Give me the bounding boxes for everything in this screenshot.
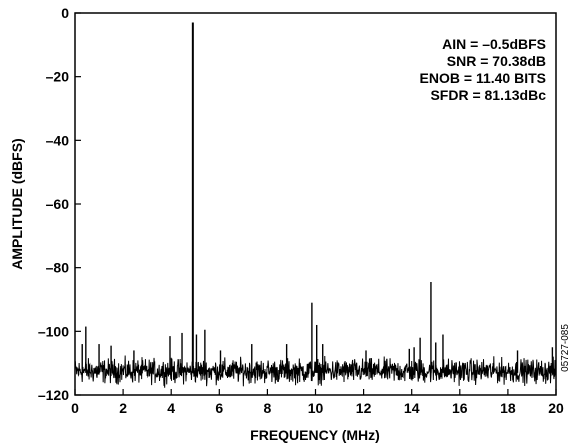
y-tick-label: –20 xyxy=(46,69,70,85)
x-tick-label: 0 xyxy=(71,400,79,416)
x-tick-label: 18 xyxy=(500,400,516,416)
y-tick-label: –60 xyxy=(46,196,70,212)
x-axis-title: FREQUENCY (MHz) xyxy=(250,427,380,443)
y-tick-label: –100 xyxy=(38,323,69,339)
x-tick-label: 16 xyxy=(452,400,468,416)
x-tick-label: 12 xyxy=(356,400,372,416)
annotation-snr: SNR = 70.38dB xyxy=(447,53,546,69)
x-tick-label: 10 xyxy=(308,400,324,416)
y-tick-label: 0 xyxy=(61,5,69,21)
annotation-enob: ENOB = 11.40 BITS xyxy=(420,70,546,86)
annotation-sfdr: SFDR = 81.13dBc xyxy=(430,87,546,103)
x-tick-label: 2 xyxy=(119,400,127,416)
y-axis-title: AMPLITUDE (dBFS) xyxy=(9,138,25,269)
x-tick-label: 8 xyxy=(264,400,272,416)
plot-frame xyxy=(74,12,557,396)
noise-floor-trace xyxy=(75,355,556,388)
figure-id: 05727-085 xyxy=(560,324,571,372)
spur-lines xyxy=(81,22,554,373)
x-tick-label: 20 xyxy=(548,400,564,416)
x-tick-label: 4 xyxy=(167,400,175,416)
y-tick-label: –40 xyxy=(46,132,70,148)
x-tick-label: 6 xyxy=(215,400,223,416)
y-axis-ticks: 0 –20 –40 –60 –80 –100 –120 xyxy=(38,5,81,403)
x-tick-label: 14 xyxy=(404,400,420,416)
annotation-ain: AIN = –0.5dBFS xyxy=(442,36,546,52)
y-tick-label: –80 xyxy=(46,260,70,276)
x-axis-ticks: 0 2 4 6 8 10 12 14 16 18 20 xyxy=(71,389,564,416)
y-tick-label: –120 xyxy=(38,387,69,403)
